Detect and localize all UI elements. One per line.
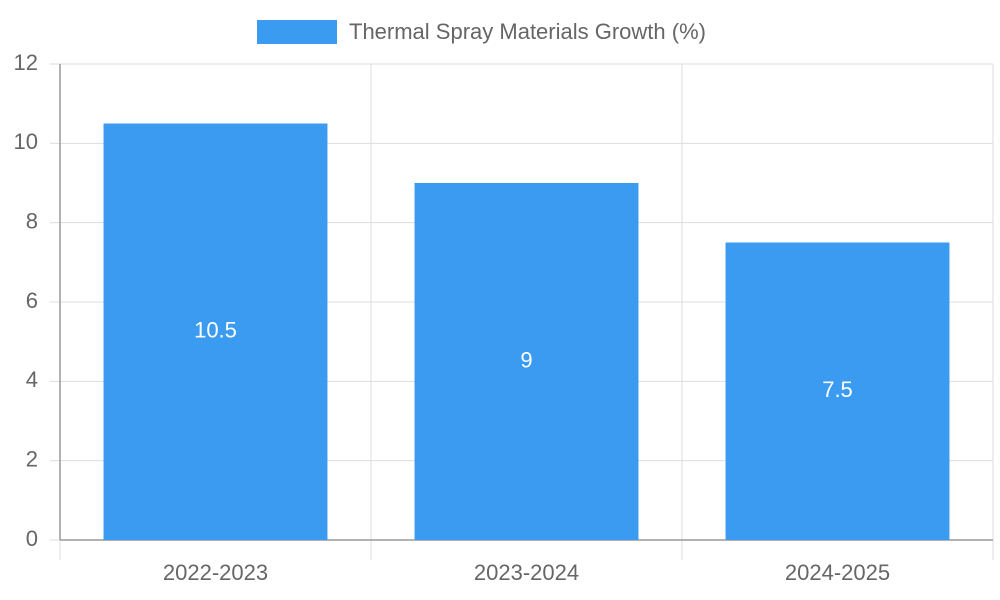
y-tick-label: 2: [26, 446, 38, 471]
bar-2022-2023: [103, 123, 328, 540]
y-tick-label: 12: [14, 50, 38, 75]
x-tick-label: 2022-2023: [163, 560, 268, 585]
bar-2023-2024: [414, 183, 639, 540]
y-tick-label: 8: [26, 208, 38, 233]
chart-legend[interactable]: Thermal Spray Materials Growth (%): [257, 18, 706, 46]
y-tick-label: 6: [26, 288, 38, 313]
bar-data-label: 10.5: [194, 318, 237, 343]
legend-label: Thermal Spray Materials Growth (%): [349, 19, 706, 44]
y-tick-label: 0: [26, 526, 38, 551]
bar-data-label: 9: [520, 347, 532, 372]
bar-data-label: 7.5: [822, 377, 853, 402]
x-tick-label: 2023-2024: [474, 560, 579, 585]
x-tick-label: 2024-2025: [785, 560, 890, 585]
y-tick-label: 4: [26, 367, 38, 392]
legend-swatch: [257, 20, 337, 44]
bar-2024-2025: [725, 242, 950, 540]
y-tick-label: 10: [14, 129, 38, 154]
